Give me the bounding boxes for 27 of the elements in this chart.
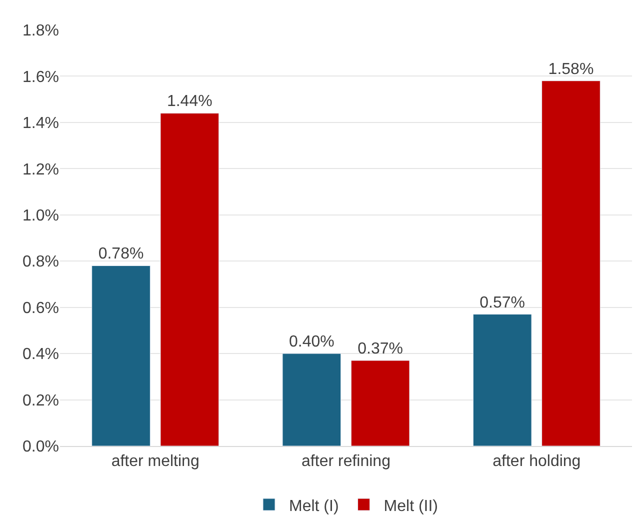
y-tick-label: 0.2% xyxy=(22,392,59,410)
y-tick-label: 0.6% xyxy=(22,300,59,317)
y-tick-label: 0.8% xyxy=(22,254,59,271)
y-tick-label: 1.0% xyxy=(22,207,59,224)
bar xyxy=(472,314,532,446)
data-label: 0.37% xyxy=(358,340,404,358)
y-tick-label: 0.0% xyxy=(22,438,59,456)
data-label: 1.44% xyxy=(166,93,212,110)
legend-label: Melt (I) xyxy=(289,498,339,515)
data-label: 0.78% xyxy=(98,246,144,263)
data-label: 0.40% xyxy=(288,334,334,351)
bar xyxy=(160,112,220,446)
y-tick-label: 0.4% xyxy=(22,346,59,364)
x-tick-label: after holding xyxy=(492,453,581,470)
y-tick-label: 1.6% xyxy=(22,68,59,86)
bar xyxy=(282,353,342,446)
y-tick-label: 1.8% xyxy=(22,22,59,40)
data-label: 0.57% xyxy=(480,294,526,312)
x-tick-label: after refining xyxy=(302,453,390,470)
bar xyxy=(92,265,150,446)
y-tick-label: 1.2% xyxy=(22,161,59,178)
y-tick-label: 1.4% xyxy=(22,115,59,132)
legend-label: Melt (II) xyxy=(384,498,438,515)
bar xyxy=(350,360,410,446)
data-label: 1.58% xyxy=(548,60,594,78)
bar xyxy=(542,80,600,446)
x-tick-label: after melting xyxy=(111,453,200,470)
